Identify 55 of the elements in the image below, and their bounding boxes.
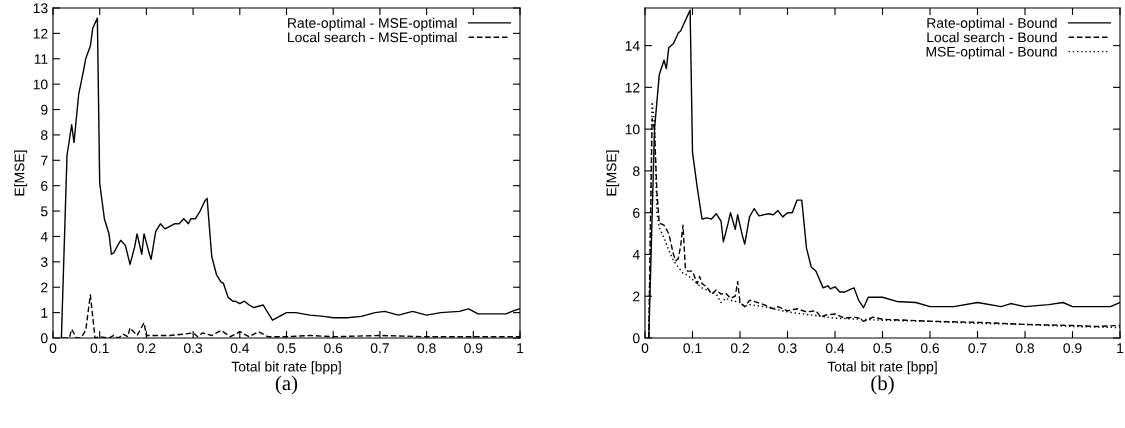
y-tick-label: 0 — [632, 333, 640, 344]
y-tick-label: 1 — [41, 308, 48, 318]
x-tick-label: 0.6 — [324, 343, 343, 354]
x-axis-title: Total bit rate [bpp] — [827, 361, 937, 375]
y-tick-label: 12 — [33, 28, 48, 39]
y-tick-label: 10 — [625, 124, 640, 135]
legend-label: Local search - Bound — [927, 32, 1057, 43]
x-tick-label: 0.8 — [417, 343, 436, 354]
y-tick-label: 4 — [40, 231, 48, 242]
y-tick-label: 0 — [40, 333, 48, 344]
x-tick-label: 0.8 — [1015, 343, 1035, 354]
y-tick-label: 2 — [41, 282, 48, 293]
x-tick-label: 0.5 — [873, 343, 892, 354]
x-tick-label: 0.7 — [968, 343, 987, 354]
legend-label: Rate-optimal - MSE-optimal — [288, 17, 457, 31]
legend-label: Local search - MSE-optimal — [288, 32, 457, 46]
legend-label: Rate-optimal - Bound — [927, 17, 1057, 31]
y-tick-label: 10 — [33, 79, 48, 90]
text: (b) — [871, 375, 894, 395]
y-tick-label: 6 — [633, 208, 640, 218]
x-tick-label: 0.1 — [90, 343, 109, 354]
y-tick-label: 2 — [633, 291, 640, 302]
y-tick-label: 8 — [633, 166, 640, 177]
x-tick-label: 0.9 — [1063, 343, 1082, 354]
x-tick-label: 0.4 — [230, 343, 250, 354]
y-axis-title: E[MSE] — [14, 150, 28, 196]
y-tick-label: 6 — [41, 181, 48, 191]
x-tick-label: 0.5 — [277, 343, 296, 354]
y-tick-label: 13 — [33, 3, 48, 14]
x-tick-label: 0.9 — [464, 343, 483, 354]
x-tick-label: 1 — [1117, 343, 1124, 353]
x-tick-label: 0.2 — [730, 343, 749, 354]
y-tick-label: 11 — [34, 54, 48, 64]
x-tick-label: 0.7 — [370, 343, 389, 354]
y-tick-label: 7 — [41, 155, 48, 166]
x-tick-label: 0.4 — [825, 343, 845, 354]
x-tick-label: 0 — [641, 343, 649, 354]
x-tick-label: 0.6 — [920, 343, 940, 354]
x-tick-label: 1 — [517, 343, 524, 353]
x-tick-label: 0 — [49, 343, 57, 354]
y-tick-label: 14 — [625, 41, 640, 51]
y-tick-label: 9 — [41, 104, 48, 115]
y-axis-title: E[MSE] — [606, 150, 620, 196]
x-axis-title: Total bit rate [bpp] — [231, 361, 341, 375]
y-tick-label: 12 — [625, 82, 640, 93]
x-tick-label: 0.2 — [137, 343, 156, 354]
y-tick-label: 5 — [40, 206, 48, 217]
text: (a) — [275, 375, 298, 395]
y-tick-label: 8 — [41, 130, 48, 141]
y-tick-label: 4 — [632, 249, 640, 260]
x-tick-label: 0.3 — [778, 343, 797, 354]
x-tick-label: 0.3 — [183, 343, 203, 354]
x-tick-label: 0.1 — [683, 343, 702, 354]
legend-label: MSE-optimal - Bound — [926, 46, 1057, 60]
y-tick-label: 3 — [40, 257, 48, 268]
